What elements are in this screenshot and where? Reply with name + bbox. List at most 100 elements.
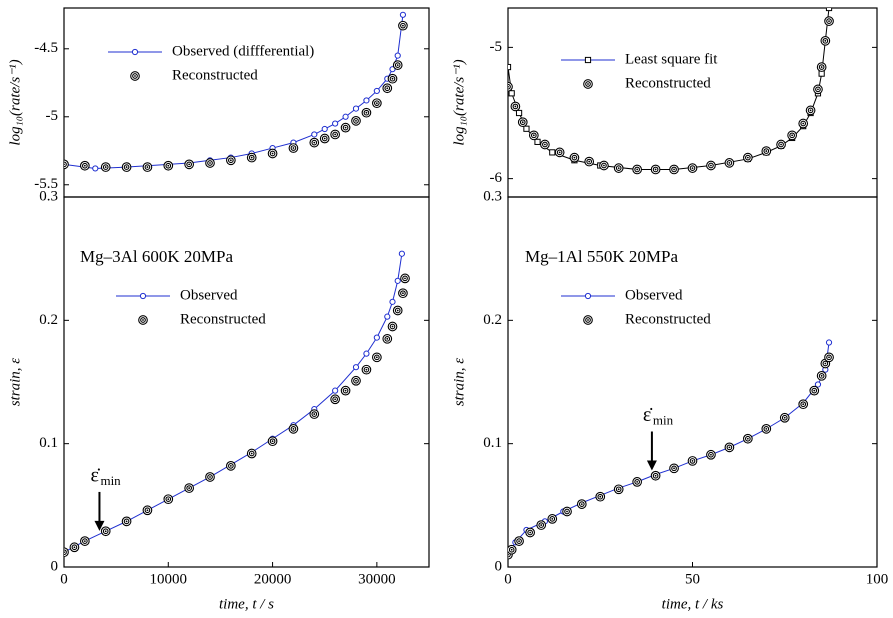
marker-ring	[363, 109, 370, 116]
marker	[787, 130, 797, 141]
marker-dot	[673, 168, 675, 171]
marker-dot	[292, 147, 295, 149]
series-line	[508, 342, 830, 555]
marker-ring	[818, 372, 825, 379]
panel-title: Mg–3Al 600K 20MPa	[80, 247, 233, 266]
marker-ring	[671, 166, 677, 173]
marker-dot	[654, 474, 657, 477]
marker	[632, 164, 643, 175]
marker	[816, 62, 827, 72]
marker-dot	[521, 121, 524, 124]
marker	[761, 146, 772, 156]
marker-dot	[673, 467, 675, 470]
marker-ring	[144, 507, 151, 514]
x-axis-label: time, t / s	[219, 596, 274, 612]
marker	[340, 385, 351, 396]
marker	[534, 138, 541, 145]
marker	[599, 160, 609, 171]
y-tick-label: 0.2	[483, 312, 502, 328]
marker-ring	[671, 465, 677, 472]
marker-ring	[527, 529, 533, 536]
marker-ring	[634, 166, 641, 173]
marker-dot	[558, 151, 561, 154]
marker	[650, 164, 661, 175]
marker-ring	[708, 451, 714, 458]
marker-dot	[125, 166, 128, 168]
marker-ring	[807, 107, 814, 114]
marker-ring	[123, 518, 130, 525]
marker-dot	[229, 464, 232, 467]
marker-dot	[599, 495, 602, 498]
marker-dot	[313, 141, 316, 144]
panel-title: Mg–1Al 550K 20MPa	[525, 247, 678, 266]
marker	[508, 90, 515, 97]
marker	[80, 160, 90, 171]
marker-ring	[597, 493, 604, 500]
legend-label: Reconstructed	[625, 311, 711, 327]
marker-dot	[802, 122, 805, 125]
marker-dot	[146, 166, 149, 168]
legend-marker	[139, 292, 147, 300]
marker	[514, 536, 524, 546]
x-tick-label: 20000	[254, 571, 292, 587]
marker	[525, 527, 535, 538]
marker-ring	[689, 165, 696, 171]
marker-dot	[828, 20, 830, 23]
marker-ring	[781, 414, 788, 421]
marker	[319, 133, 330, 144]
marker-dot	[824, 39, 827, 42]
marker-dot	[271, 440, 274, 443]
marker	[706, 160, 716, 171]
marker-dot	[104, 530, 107, 533]
marker-ring	[186, 161, 192, 168]
marker-ring	[763, 148, 770, 154]
marker-ring	[389, 323, 396, 330]
marker	[361, 107, 372, 118]
marker	[332, 387, 339, 394]
marker-ring	[353, 118, 359, 124]
marker-ring	[64, 161, 67, 168]
marker-dot	[402, 292, 404, 295]
marker	[824, 16, 834, 26]
marker-dot	[292, 427, 295, 430]
marker-ring	[689, 458, 696, 464]
marker	[361, 364, 372, 375]
marker-dot	[313, 413, 316, 415]
y-tick-label: 0.1	[483, 435, 502, 451]
marker	[394, 52, 401, 59]
marker-ring	[363, 366, 370, 373]
marker	[576, 499, 587, 509]
marker-dot	[146, 509, 149, 512]
marker-ring	[822, 360, 829, 367]
y-tick-label: -4.5	[34, 40, 58, 56]
marker	[508, 81, 513, 92]
y-axis-label: strain, ε	[451, 358, 467, 407]
marker-dot	[250, 452, 253, 455]
marker	[309, 137, 320, 148]
marker	[562, 506, 572, 517]
marker-dot	[783, 416, 786, 419]
marker	[398, 250, 405, 257]
marker	[528, 130, 539, 141]
marker-ring	[82, 538, 88, 544]
marker	[632, 477, 643, 487]
marker	[613, 484, 624, 495]
marker	[650, 470, 661, 481]
marker	[184, 483, 194, 493]
marker	[805, 105, 816, 116]
marker	[309, 409, 320, 419]
marker	[554, 147, 565, 158]
marker-ring	[585, 81, 591, 87]
marker	[392, 60, 403, 70]
marker	[205, 472, 215, 482]
marker-dot	[809, 109, 812, 112]
annotation-arrowhead	[94, 520, 105, 531]
marker-ring	[353, 377, 359, 384]
marker-ring	[744, 154, 751, 161]
marker-ring	[815, 86, 821, 93]
marker	[163, 494, 174, 505]
marker	[332, 120, 339, 127]
legend-label: Reconstructed	[172, 67, 258, 83]
marker-dot	[355, 379, 357, 382]
y-tick-label: 0.1	[39, 435, 58, 451]
